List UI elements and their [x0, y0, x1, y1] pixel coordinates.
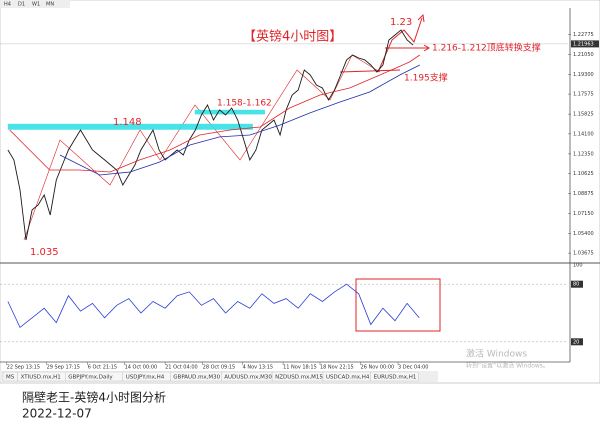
arrow-head [417, 13, 425, 23]
y-tick-label: 100 [573, 263, 583, 269]
x-tick-label: 29 Sep 17:15 [47, 365, 80, 371]
x-tick-label: 26 Nov 00:00 [361, 365, 395, 371]
y-tick-label: 1.15825 [573, 112, 594, 118]
y-tick-label: 1.21050 [573, 52, 594, 58]
symbol-tab-label: MS [6, 375, 15, 381]
tick-label-box [571, 338, 583, 346]
arrow-head [423, 44, 430, 52]
x-tick-label: 4 Nov 13:15 [243, 365, 274, 371]
zone-band [194, 109, 265, 115]
zone-band [7, 123, 253, 130]
series-line [7, 29, 414, 241]
annotation: 1.035 [30, 247, 59, 258]
series-line [9, 54, 421, 173]
annotation: 【英镑4小时图】 [243, 29, 342, 45]
symbol-tab-label: USDCAD.mx,H4 [326, 375, 370, 381]
x-tick-label: 22 Sep 13:15 [7, 365, 40, 371]
annotation: 1.148 [113, 117, 142, 128]
symbol-tab-label: AUDUSD.mx,M30 [224, 375, 272, 381]
symbol-tab-label: EURUSD.mx,H1 [374, 375, 417, 381]
x-tick-label: 14 Oct 00:00 [125, 365, 158, 371]
tick-label-box [571, 280, 583, 288]
timeframe-tab: H4 [4, 2, 11, 8]
x-tick-label: 28 Oct 09:15 [203, 365, 236, 371]
symbol-tab-label: XTIUSD.mx,H1 [21, 375, 61, 381]
annotation: 1.23 [390, 17, 412, 28]
last-price-label: 1.21963 [573, 41, 594, 47]
series-line [59, 64, 420, 176]
symbol-tab-label: NZDUSD.mx,M15 [275, 375, 323, 381]
y-tick-label: 1.07150 [573, 211, 594, 217]
watermark-title: 激活 Windows [466, 348, 527, 360]
zigzag-line [23, 54, 381, 241]
annotation: 1.195支撑 [404, 72, 448, 84]
y-tick-label: 1.12350 [573, 151, 594, 157]
caption-date: 2022-12-07 [22, 407, 92, 421]
last-price-box [571, 40, 599, 48]
y-tick-label: 1.10625 [573, 171, 594, 177]
x-tick-label: 11 Nov 18:15 [283, 365, 317, 371]
timeframe-bar [0, 0, 70, 8]
y-tick-label: 1.17575 [573, 92, 594, 98]
symbol-tab-label: USDJPY.mx,H4 [126, 375, 165, 381]
caption-title: 隔壁老王-英镑4小时图分析 [22, 390, 166, 405]
series-line [7, 283, 420, 329]
y-tick-label: 20 [573, 339, 579, 345]
y-tick-label: 80 [573, 282, 579, 288]
annotation: 1.216-1.212顶底转换支撑 [432, 42, 541, 54]
timeframe-tab: D1 [18, 2, 25, 8]
symbol-tab-label: GBPJPY.mx,Daily [68, 375, 113, 381]
symbol-tab [370, 371, 419, 382]
y-tick-label: 1.08875 [573, 191, 594, 197]
x-tick-label: 6 Oct 21:15 [88, 365, 117, 371]
y-tick-label: 1.19300 [573, 72, 594, 78]
chart-frame [0, 0, 600, 384]
y-tick-label: 1.03675 [573, 251, 594, 257]
y-tick-label: 1.22775 [573, 32, 594, 38]
x-tick-label: 21 Oct 04:00 [165, 365, 198, 371]
annotation: 1.158-1.162 [217, 99, 272, 109]
x-tick-label: 18 Nov 22:15 [320, 365, 354, 371]
wave-line [377, 17, 423, 73]
symbol-tab-label: GBPAUD.mx,M30 [173, 375, 220, 381]
timeframe-tab: W1 [32, 2, 40, 8]
y-tick-label: 1.05400 [573, 231, 594, 237]
highlight-box [355, 278, 441, 332]
timeframe-tab: MN [46, 2, 54, 8]
watermark-subtitle: 转到“设置”以激活 Windows。 [466, 362, 549, 370]
y-tick-label: 1.14100 [573, 131, 594, 137]
x-tick-label: 3 Dec 04:00 [398, 365, 428, 371]
